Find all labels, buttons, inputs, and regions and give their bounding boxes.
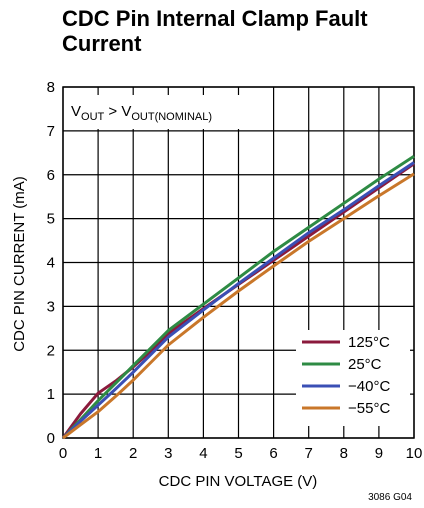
- x-tick-label: 6: [269, 445, 277, 462]
- x-axis-label: CDC PIN VOLTAGE (V): [159, 473, 318, 490]
- legend-background: [296, 330, 410, 426]
- x-tick-label: 10: [406, 445, 423, 462]
- legend-label: −55°C: [348, 400, 390, 417]
- y-tick-labels: 0 1 2 3 4 5 6 7 8: [47, 79, 55, 447]
- annotation-background: [65, 95, 249, 129]
- y-tick-label: 4: [47, 255, 55, 272]
- y-tick-label: 3: [47, 298, 55, 315]
- x-tick-label: 9: [375, 445, 383, 462]
- figure-code: 3086 G04: [368, 492, 412, 503]
- legend-label: 25°C: [348, 356, 382, 373]
- series-line: [62, 172, 415, 440]
- plot-frame: [62, 86, 415, 439]
- series-line: [61, 161, 415, 440]
- y-tick-label: 8: [47, 79, 55, 96]
- x-tick-label: 2: [129, 445, 137, 462]
- x-tick-label: 7: [305, 445, 313, 462]
- legend-label: 125°C: [348, 334, 390, 351]
- x-tick-label: 0: [59, 445, 67, 462]
- series-line: [61, 162, 415, 439]
- series-lines: [61, 155, 415, 440]
- x-tick-label: 4: [199, 445, 207, 462]
- y-tick-label: 6: [47, 167, 55, 184]
- x-tick-labels: 0 1 2 3 4 5 6 7 8 9 10: [59, 445, 423, 462]
- x-tick-label: 8: [340, 445, 348, 462]
- condition-annotation: VOUT > VOUT(NOMINAL): [71, 103, 212, 123]
- x-tick-label: 1: [94, 445, 102, 462]
- y-tick-label: 7: [47, 123, 55, 140]
- y-axis-label: CDC PIN CURRENT (mA): [11, 176, 28, 352]
- legend: 125°C 25°C −40°C −55°C: [296, 330, 410, 426]
- x-tick-label: 3: [164, 445, 172, 462]
- legend-label: −40°C: [348, 378, 390, 395]
- y-tick-label: 1: [47, 386, 55, 403]
- chart-title: CDC Pin Internal Clamp Fault Current: [62, 6, 368, 56]
- series-line: [61, 155, 415, 440]
- y-tick-label: 0: [47, 430, 55, 447]
- x-tick-label: 5: [234, 445, 242, 462]
- y-tick-label: 2: [47, 342, 55, 359]
- y-tick-label: 5: [47, 211, 55, 228]
